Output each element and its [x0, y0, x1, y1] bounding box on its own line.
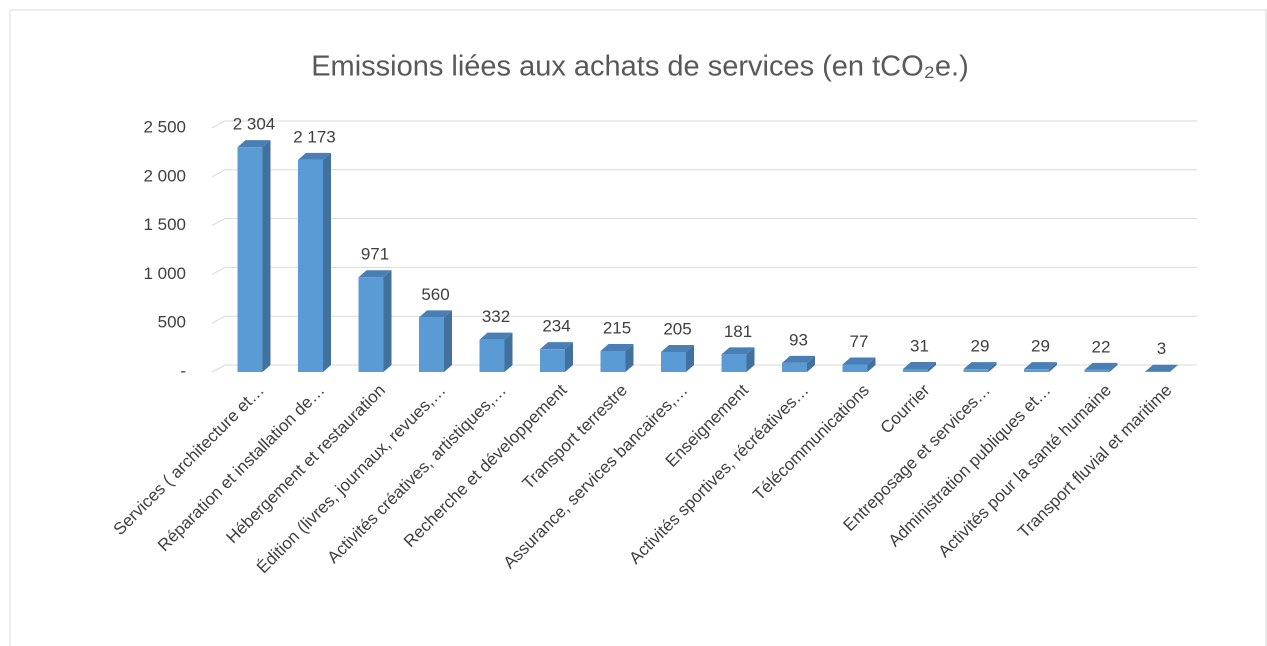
- bar: [782, 362, 807, 372]
- value-label: 31: [910, 336, 929, 355]
- y-tick-label: 2 000: [143, 166, 186, 185]
- y-tick-label: 1 500: [143, 215, 186, 234]
- bar-side: [625, 344, 634, 372]
- grid-line: [211, 120, 1197, 129]
- bar-side: [262, 140, 271, 372]
- bar: [540, 349, 565, 372]
- bar: [1024, 369, 1049, 372]
- chart-title: Emissions liées aux achats de services (…: [311, 51, 969, 83]
- bar: [600, 351, 626, 372]
- bar: [903, 368, 928, 372]
- value-label: 332: [482, 307, 510, 326]
- y-tick-label: -: [180, 361, 186, 380]
- bar: [419, 317, 444, 372]
- bar-top: [782, 355, 815, 363]
- bar-side: [565, 342, 573, 372]
- value-label: 971: [361, 245, 389, 264]
- y-tick-label: 2 500: [143, 117, 186, 136]
- bar-side: [504, 332, 513, 372]
- grid-line: [211, 266, 1197, 275]
- grid-line: [211, 218, 1197, 227]
- bar-top: [842, 357, 876, 365]
- bar: [237, 147, 263, 372]
- bar-side: [686, 344, 694, 372]
- value-label: 77: [850, 332, 869, 351]
- bar-top: [600, 344, 634, 352]
- bar: [479, 339, 505, 372]
- bar-top: [479, 332, 513, 340]
- bar-side: [1049, 362, 1057, 372]
- bar-side: [807, 355, 815, 372]
- value-label: 560: [421, 285, 449, 304]
- bar: [1084, 369, 1110, 372]
- bar-side: [1170, 364, 1178, 372]
- value-label: 93: [789, 330, 808, 349]
- value-label: 205: [663, 319, 691, 338]
- bar-top: [721, 347, 755, 355]
- bar: [721, 354, 747, 372]
- bar-side: [383, 270, 392, 372]
- bar-side: [323, 152, 331, 372]
- value-label: 22: [1092, 337, 1111, 356]
- bar-top: [903, 361, 936, 369]
- bar-top: [1145, 364, 1178, 372]
- bar: [298, 159, 323, 372]
- value-label: 3: [1157, 339, 1166, 358]
- grid-line: [211, 315, 1197, 324]
- bar-side: [928, 361, 936, 372]
- y-tick-label: 500: [158, 313, 186, 332]
- bar-side: [746, 347, 755, 372]
- value-label: 2 173: [293, 127, 336, 146]
- bar: [842, 364, 868, 372]
- bar-top: [419, 310, 452, 318]
- value-label: 29: [971, 337, 990, 356]
- bar-side: [1109, 362, 1118, 372]
- y-tick-label: 1 000: [143, 264, 186, 283]
- bar-side: [444, 310, 452, 372]
- bar: [358, 277, 384, 372]
- bar-top: [540, 342, 573, 350]
- grid-line: [211, 169, 1197, 178]
- bar-top: [1084, 362, 1118, 370]
- value-label: 29: [1031, 337, 1050, 356]
- bar-side: [867, 357, 876, 372]
- value-label: 215: [603, 319, 631, 338]
- bar: [963, 369, 989, 372]
- value-label: 181: [724, 322, 752, 341]
- bar-top: [1024, 362, 1057, 370]
- chart-border: [9, 9, 1267, 646]
- bar-top: [298, 152, 331, 160]
- bar-top: [358, 270, 392, 278]
- value-label: 234: [542, 317, 570, 336]
- bar-top: [963, 362, 997, 370]
- bar-top: [661, 344, 694, 352]
- bar: [661, 351, 686, 372]
- bar-top: [237, 140, 271, 148]
- bar-side: [988, 362, 997, 372]
- value-label: 2 304: [233, 115, 276, 134]
